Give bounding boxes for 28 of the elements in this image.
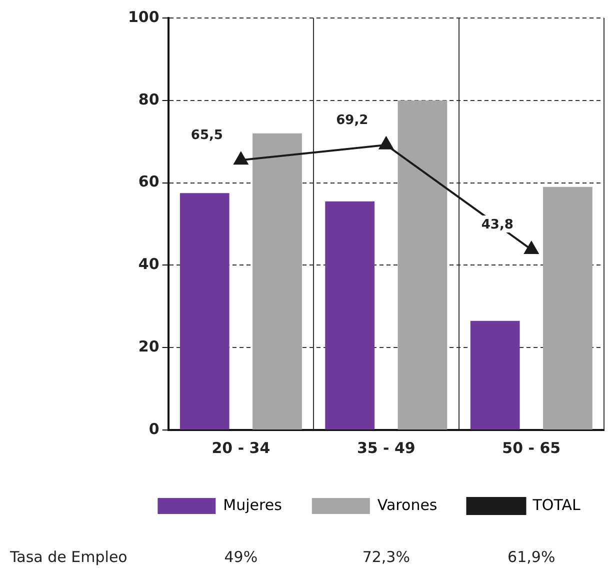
data-label: 65,5 [190, 128, 223, 144]
y-tick-label: 20 [138, 337, 160, 356]
point [379, 136, 394, 150]
data-label: 69,2 [336, 112, 368, 128]
legend-label: Varones [377, 496, 438, 514]
y-tick-label: 0 [148, 420, 160, 438]
legend-label: TOTAL [532, 496, 581, 514]
bar [470, 320, 520, 430]
bar [398, 100, 448, 430]
bar [543, 186, 592, 430]
y-tick-label: 100 [128, 8, 160, 26]
bar [325, 201, 375, 430]
y-tick-label: 60 [138, 172, 160, 191]
y-tick-label: 40 [138, 255, 160, 274]
x-tick-label: 20 - 34 [212, 438, 270, 457]
text: Tasa de Empleo [9, 548, 128, 566]
bar [252, 133, 302, 430]
text: 61,9% [508, 548, 556, 566]
text: 49% [224, 548, 258, 566]
point [524, 242, 538, 254]
point [234, 152, 248, 165]
text: 72,3% [362, 548, 410, 566]
legend-label: Mujeres [223, 496, 282, 514]
x-tick-label: 35 - 49 [356, 438, 416, 457]
data-label: 43,8 [481, 217, 514, 232]
y-tick-label: 80 [138, 90, 160, 108]
bar [180, 193, 230, 430]
x-tick-label: 50 - 65 [502, 438, 561, 457]
